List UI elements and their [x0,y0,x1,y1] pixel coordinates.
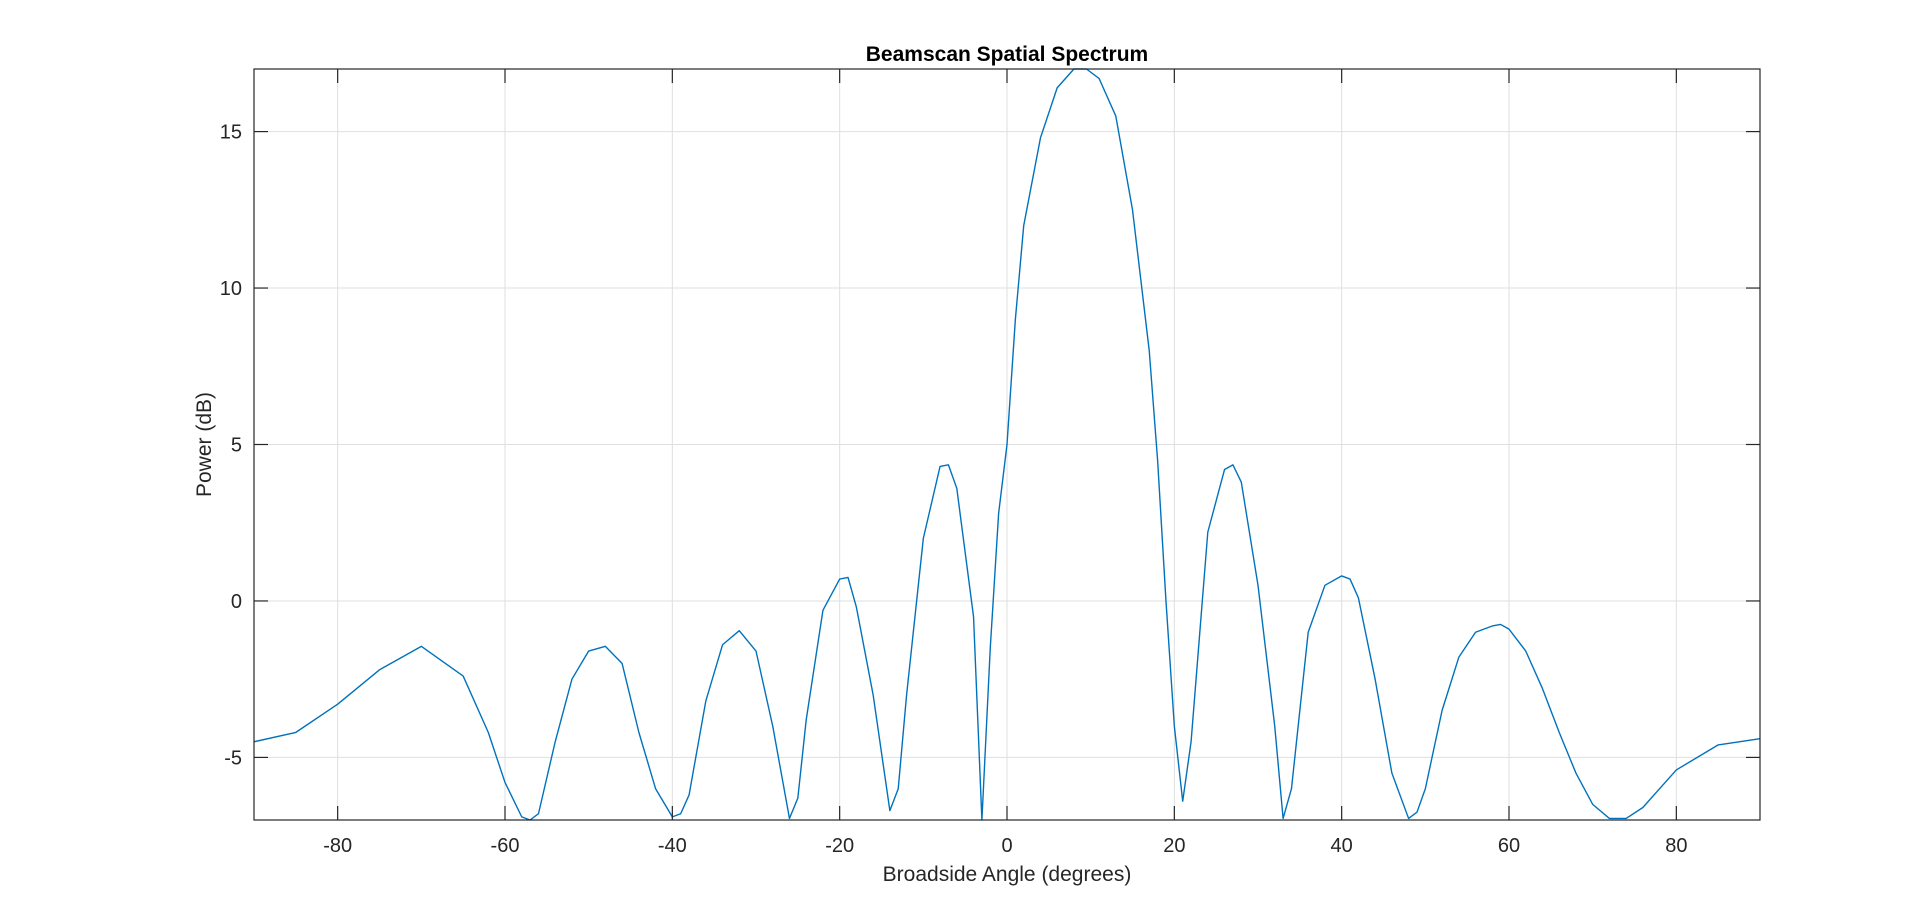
series-line-1 [253,68,1761,821]
x-tick-label: -60 [491,835,520,857]
x-tick-label: 20 [1163,835,1185,857]
axis-ticks [254,69,1760,820]
y-axis-label: Power (dB) [193,392,216,497]
x-tick-label: 0 [1001,835,1012,857]
plot-series [253,68,1761,821]
y-tick-label: 0 [231,591,242,613]
x-tick-label: -20 [825,835,854,857]
x-tick-label: -80 [323,835,352,857]
y-tick-label: 10 [220,278,242,300]
chart-title: Beamscan Spatial Spectrum [866,43,1148,66]
x-tick-labels: -80 -60 -40 -20 0 20 40 60 80 [323,835,1687,857]
y-tick-label: 5 [231,435,242,457]
x-tick-label: 60 [1498,835,1520,857]
x-tick-label: -40 [658,835,687,857]
y-tick-labels: -5 0 5 10 15 [220,122,242,770]
x-axis-label: Broadside Angle (degrees) [883,863,1132,886]
x-tick-label: 80 [1665,835,1687,857]
y-tick-label: 15 [220,122,242,144]
y-tick-label: -5 [224,747,242,769]
x-tick-label: 40 [1331,835,1353,857]
